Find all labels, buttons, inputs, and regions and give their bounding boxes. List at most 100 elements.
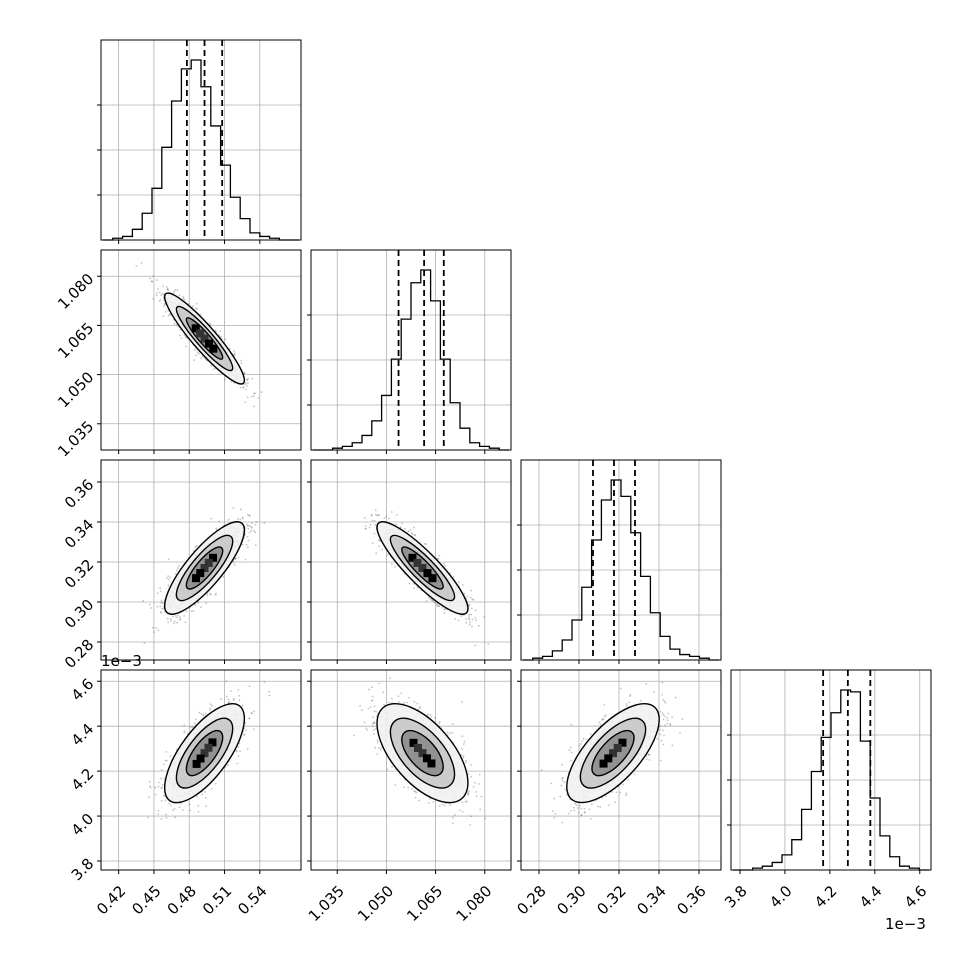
sample-point (370, 513, 373, 516)
density-peak-cell (196, 329, 205, 338)
sample-point (437, 557, 440, 560)
sample-point (160, 777, 162, 780)
sample-point (244, 388, 247, 391)
sample-point (243, 372, 246, 375)
sample-point (169, 313, 172, 316)
sample-point (206, 594, 209, 597)
scatter-panel-2-0: 0.280.300.320.340.36 (61, 459, 302, 672)
sample-point (162, 607, 165, 610)
sample-point (436, 603, 438, 606)
sample-point (166, 617, 169, 620)
y-tick-label: 3.8 (68, 855, 98, 885)
sample-point (156, 279, 158, 281)
sample-point (182, 297, 185, 300)
sample-point (244, 558, 247, 561)
histogram-step (313, 269, 509, 451)
sample-point (463, 592, 466, 595)
y-tick-label: 0.36 (61, 476, 97, 512)
sample-point (386, 553, 389, 556)
y-tick-label: 1.065 (54, 319, 97, 362)
sample-point (195, 307, 197, 310)
sample-point (163, 303, 166, 306)
sample-point (245, 729, 247, 732)
density-peak-cell (413, 558, 422, 567)
sample-point (390, 511, 393, 513)
sample-point (373, 519, 376, 522)
sample-point (167, 314, 170, 317)
sample-point (237, 517, 239, 520)
sample-point (247, 524, 249, 527)
panel-frame (310, 459, 512, 661)
sample-point (416, 586, 419, 589)
sample-point (160, 817, 163, 820)
sample-point (162, 285, 164, 288)
panel-frame (310, 249, 512, 451)
sample-point (250, 529, 253, 532)
y-tick-label: 1.050 (54, 368, 97, 411)
sample-point (218, 520, 221, 523)
sample-point (179, 618, 181, 621)
sample-point (245, 543, 248, 546)
sample-point (438, 554, 441, 557)
sample-point (214, 329, 217, 332)
sample-point (232, 506, 235, 509)
sample-point (178, 334, 181, 337)
sample-point (242, 386, 245, 389)
panel-frame (520, 459, 722, 661)
sample-point (167, 575, 169, 578)
sample-point (477, 624, 480, 627)
sample-point (233, 350, 235, 352)
sample-point (413, 526, 415, 529)
sample-point (159, 590, 162, 593)
sample-point (184, 336, 187, 339)
sample-point (429, 597, 432, 600)
sample-point (468, 623, 471, 626)
sample-point (469, 621, 471, 623)
sample-point (178, 294, 181, 297)
sample-point (470, 625, 473, 628)
sample-point (143, 642, 146, 645)
sample-point (161, 292, 164, 295)
sample-point (465, 617, 467, 620)
sample-point (167, 621, 170, 624)
density-peak-cell (209, 344, 218, 353)
sample-point (444, 565, 446, 567)
sample-point (155, 627, 158, 629)
sample-point (192, 305, 194, 308)
sample-point (247, 527, 250, 530)
histogram-panel-1 (307, 249, 512, 454)
sample-point (441, 606, 444, 609)
x-tick-label: 0.45 (128, 882, 164, 918)
sample-point (251, 522, 254, 524)
sample-point (452, 576, 455, 578)
sample-point (172, 292, 175, 295)
sample-point (229, 347, 231, 350)
sample-point (246, 523, 249, 526)
sample-point (210, 787, 213, 790)
sample-point (158, 300, 161, 302)
sample-point (388, 517, 390, 520)
sample-point (183, 298, 186, 301)
sample-point (253, 710, 255, 713)
sample-point (210, 364, 213, 367)
sample-point (248, 685, 251, 688)
sample-point (255, 521, 258, 523)
sample-point (251, 526, 253, 529)
sample-point (253, 529, 255, 532)
sample-point (174, 816, 177, 819)
sample-point (474, 609, 477, 612)
sample-point (159, 587, 162, 590)
panel-frame (100, 39, 302, 241)
sample-point (254, 544, 257, 547)
sample-point (412, 582, 415, 585)
sample-point (376, 514, 379, 517)
sample-point (194, 604, 197, 607)
sample-point (257, 397, 260, 400)
sample-point (167, 578, 170, 581)
sample-point (196, 307, 199, 310)
sample-point (170, 620, 173, 622)
sample-point (237, 755, 240, 757)
sample-point (173, 322, 176, 325)
sample-point (390, 563, 393, 565)
